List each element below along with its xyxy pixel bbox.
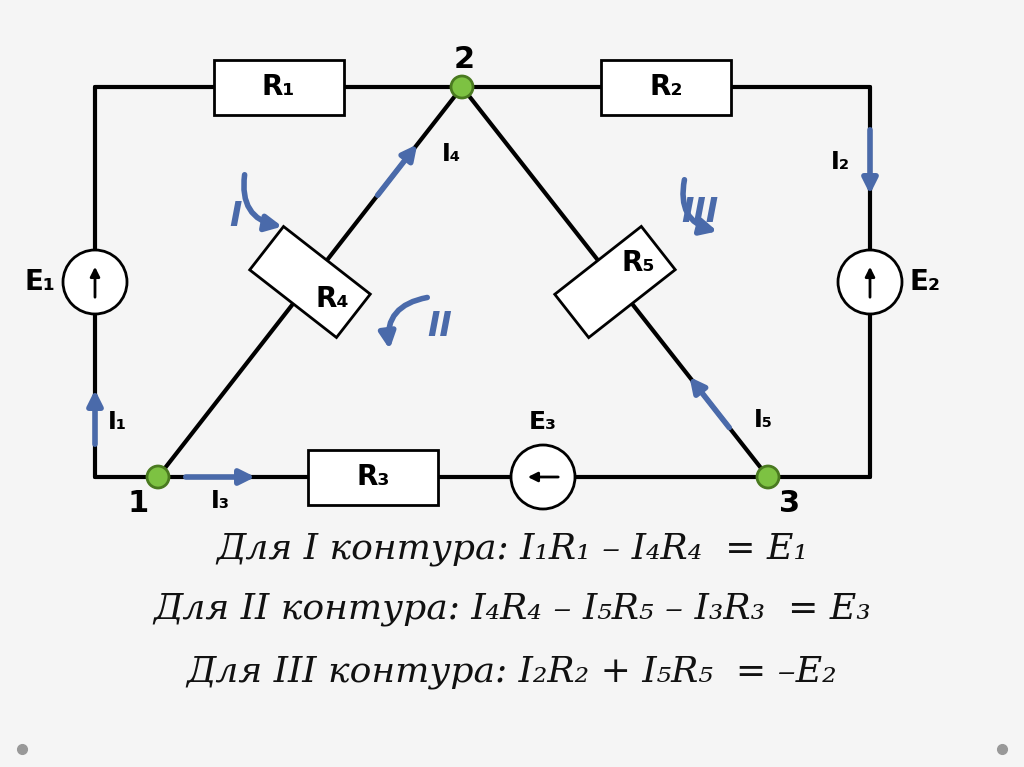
Polygon shape bbox=[213, 60, 343, 114]
Circle shape bbox=[511, 445, 575, 509]
Text: II: II bbox=[428, 311, 453, 344]
Text: E₃: E₃ bbox=[529, 410, 557, 434]
Text: Для II контура: I₄R₄ – I₅R₅ – I₃R₃  = E₃: Для II контура: I₄R₄ – I₅R₅ – I₃R₃ = E₃ bbox=[154, 592, 870, 626]
Text: I₂: I₂ bbox=[830, 150, 850, 174]
Circle shape bbox=[757, 466, 779, 488]
Text: I₃: I₃ bbox=[211, 489, 229, 513]
Text: R₂: R₂ bbox=[649, 73, 683, 101]
Text: III: III bbox=[681, 196, 719, 229]
Text: 1: 1 bbox=[127, 489, 148, 518]
Text: E₁: E₁ bbox=[25, 268, 55, 296]
Circle shape bbox=[838, 250, 902, 314]
Text: 3: 3 bbox=[779, 489, 801, 518]
Text: R₄: R₄ bbox=[315, 285, 349, 313]
Circle shape bbox=[451, 76, 473, 98]
Text: E₂: E₂ bbox=[909, 268, 940, 296]
Text: I₁: I₁ bbox=[108, 410, 127, 434]
Text: Для I контура: I₁R₁ – I₄R₄  = E₁: Для I контура: I₁R₁ – I₄R₄ = E₁ bbox=[216, 532, 808, 566]
Text: R₁: R₁ bbox=[262, 73, 295, 101]
Circle shape bbox=[63, 250, 127, 314]
Text: Для III контура: I₂R₂ + I₅R₅  = –E₂: Для III контура: I₂R₂ + I₅R₅ = –E₂ bbox=[186, 655, 838, 689]
Polygon shape bbox=[601, 60, 731, 114]
Circle shape bbox=[147, 466, 169, 488]
Polygon shape bbox=[250, 226, 371, 337]
Text: R₅: R₅ bbox=[622, 249, 655, 278]
Text: I: I bbox=[228, 200, 242, 233]
Text: 2: 2 bbox=[454, 44, 474, 74]
Polygon shape bbox=[308, 449, 438, 505]
Text: I₅: I₅ bbox=[754, 408, 772, 432]
Text: R₃: R₃ bbox=[356, 463, 390, 491]
Text: I₄: I₄ bbox=[441, 142, 461, 166]
Polygon shape bbox=[555, 226, 675, 337]
